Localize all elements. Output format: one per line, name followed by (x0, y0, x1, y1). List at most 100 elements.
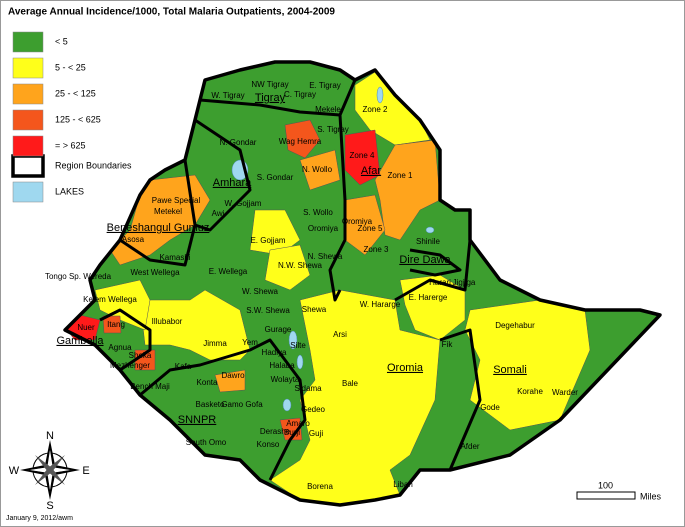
legend-label: Region Boundaries (55, 160, 132, 170)
zone-area (374, 139, 441, 241)
legend-label: 5 - < 25 (55, 62, 86, 72)
zone-label: Arsi (333, 330, 347, 339)
legend-swatch (12, 31, 44, 53)
zone-label: Derashe (260, 427, 291, 436)
zone-label: Zone 5 (358, 224, 383, 233)
region-boundary (199, 79, 357, 117)
zone-area (109, 174, 211, 266)
zone-area (299, 149, 341, 191)
scale-distance: 100 (598, 480, 613, 490)
zone-label: Itang (107, 320, 125, 329)
region-label: Oromia (387, 362, 424, 374)
zone-label: Sheka (129, 351, 152, 360)
legend-lakes-swatch (12, 181, 44, 203)
zone-label: W. Shewa (242, 287, 279, 296)
zone-label: Gurage (265, 325, 292, 334)
zone-label: Zone 1 (388, 171, 413, 180)
zone-label: Pawe Special (152, 196, 201, 205)
zone-label: Amaro (286, 419, 310, 428)
legend-boundary-swatch (11, 154, 45, 178)
region-boundary (328, 114, 347, 302)
zone-label: Shinile (416, 237, 441, 246)
zone-label: Mekele (315, 105, 341, 114)
region-label: Dire Dawa (399, 254, 451, 266)
zone-label: Liban (393, 480, 413, 489)
zone-label: C. Tigray (284, 90, 316, 99)
zone-label: Awi (212, 209, 225, 218)
scale-bar (576, 491, 636, 500)
map-title: Average Annual Incidence/1000, Total Mal… (8, 7, 335, 18)
compass-letter: N (46, 430, 54, 442)
legend-label: 25 - < 125 (55, 88, 96, 98)
zone-label: Nuer (77, 323, 95, 332)
zone-label: Jimma (203, 339, 227, 348)
zone-label: Kamashi (159, 253, 190, 262)
zone-label: Sidama (294, 384, 322, 393)
zone-label: W. Gojjam (225, 199, 262, 208)
zone-label: Oromiya (342, 217, 373, 226)
zone-label: Burji (284, 428, 300, 437)
zone-label: S.W. Shewa (246, 306, 290, 315)
zone-area (344, 129, 381, 186)
zone-label: W. Tigray (211, 91, 244, 100)
zone-label: NW Tigray (251, 80, 288, 89)
zone-area (279, 417, 303, 441)
zone-label: Zone 4 (350, 151, 375, 160)
zone-label: Harari (429, 278, 451, 287)
region-boundary (394, 239, 472, 302)
region-boundary (183, 118, 252, 232)
zone-label: E. Harerge (409, 293, 448, 302)
zone-label: Illubabor (152, 317, 183, 326)
zone-label: Zone 3 (364, 245, 389, 254)
region-boundary (439, 328, 482, 471)
zone-label: N. Wollo (302, 165, 333, 174)
zone-label: Konta (197, 378, 218, 387)
scale-unit: Miles (640, 491, 662, 501)
region-label: Amhara (213, 177, 252, 189)
country-outline (63, 60, 662, 507)
region-boundary (139, 338, 307, 481)
zone-label: South Omo (186, 438, 227, 447)
zone-area (102, 315, 122, 334)
zone-label: Halaba (269, 361, 295, 370)
zone-label: Yem (242, 338, 258, 347)
zone-label: Basketo (196, 400, 225, 409)
region-label: Tigray (255, 92, 286, 104)
region-label: Beneshangul Gumuz (107, 222, 210, 234)
zone-area (399, 274, 466, 341)
legend-swatch (12, 83, 44, 105)
zone-area (214, 369, 246, 393)
zone-label: Guji (309, 429, 323, 438)
zone-label: Gode (480, 403, 500, 412)
zone-label: Jigjiga (453, 278, 476, 287)
region-label: Gambella (56, 335, 104, 347)
legend-label: = > 625 (55, 140, 86, 150)
zone-label: West Wellega (130, 268, 180, 277)
zone-label: Fik (442, 340, 454, 349)
zone-label: Hadiya (262, 348, 287, 357)
credit: January 9, 2012/awm (6, 515, 73, 522)
compass-letter: S (46, 500, 53, 512)
zone-label: Kelem Wellega (83, 295, 137, 304)
zone-area (139, 289, 251, 361)
zone-label: Agnua (108, 343, 132, 352)
lake (296, 354, 304, 370)
zone-label: N. Shewa (308, 252, 343, 261)
lake (376, 86, 384, 104)
region-boundary (99, 308, 152, 372)
zone-label: Zone 2 (363, 105, 388, 114)
region-boundary (119, 224, 197, 267)
compass-letter: W (9, 465, 20, 477)
zone-label: Gedeo (301, 405, 326, 414)
zone-label: Silte (290, 341, 306, 350)
region-label: Somali (493, 364, 527, 376)
zone-label: Oromiya (308, 224, 339, 233)
zone-label: S. Wollo (303, 208, 333, 217)
region-label: Afar (361, 165, 382, 177)
region-label: SNNPR (178, 414, 217, 426)
legend-swatch (12, 135, 44, 157)
zone-label: Tongo Sp. Wereda (45, 272, 112, 281)
zone-area (264, 244, 311, 291)
lake (288, 330, 298, 350)
